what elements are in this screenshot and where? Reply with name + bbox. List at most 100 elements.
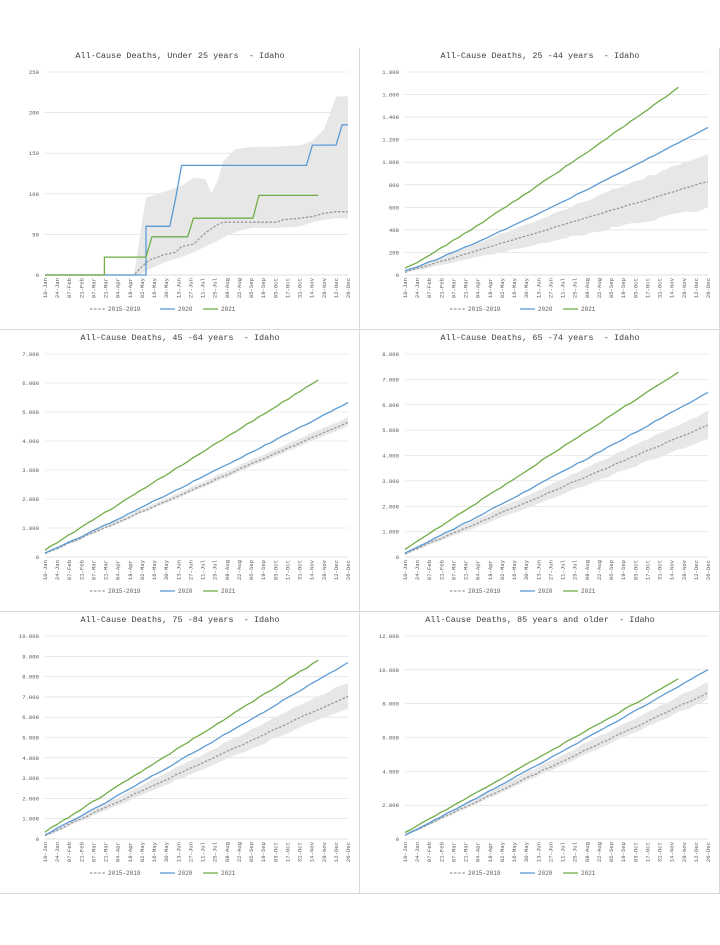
x-tick-label: 13-Jun [175,842,182,862]
series-line-2020 [404,126,709,272]
legend-item-2021: 2021 [563,306,596,313]
x-tick-label: 08-Aug [584,560,591,580]
chart-panel-25-44: 0 200 400 600 800 1.000 1.200 1.400 1.600 1.800 10… [360,48,720,330]
range-band-2015-2019 [45,96,348,276]
series-line-2021 [404,371,679,550]
y-tick-label: 150 [29,150,40,157]
range-band-2015-2019 [405,410,708,555]
y-tick-label: 8.000 [382,701,399,708]
x-tick-label: 05-Sep [608,560,615,580]
x-tick-label: 10-Jan [402,278,409,298]
chart-title: All-Cause Deaths, Under 25 years - Idaho [75,51,285,61]
legend-item-2015-2019: 2015-2019 [450,588,501,595]
x-tick-label: 30-May [163,277,170,298]
x-tick-label: 26-Dec [705,842,712,862]
series-line-2015-2019 [44,421,349,555]
y-tick-label: 6.000 [22,714,39,721]
series-line-2015-2019 [404,691,709,836]
y-tick-label: 4.000 [382,768,399,775]
x-tick-label: 04-Apr [115,278,122,298]
series-line-2020 [404,391,709,554]
chart-title: All-Cause Deaths, 65 -74 years - Idaho [440,333,640,343]
x-tick-label: 25-Jul [212,277,219,298]
legend-item-2015-2019: 2015-2019 [450,870,501,877]
x-tick-label: 03-Oct [272,842,279,862]
x-tick-label: 07-Feb [66,560,73,580]
x-tick-label: 22-Aug [236,842,243,862]
y-tick-label: 1.600 [382,92,399,99]
y-tick-label: 3.000 [382,478,399,485]
x-tick-label: 24-Jan [54,560,61,580]
y-tick-label: 2.000 [22,496,39,503]
x-tick-label: 16-May [151,277,158,298]
legend-item-2021: 2021 [563,870,596,877]
series-line-2020 [404,669,709,836]
x-tick-label: 13-Jun [175,278,182,298]
x-tick-label: 02-May [499,277,506,298]
series-line-2020 [44,401,349,554]
x-tick-label: 16-May [511,277,518,298]
legend-label: 2021 [581,870,596,877]
x-tick-label: 25-Jul [572,277,579,298]
y-tick-label: 6.000 [382,735,399,742]
x-tick-label: 11-Jul [200,841,207,862]
x-tick-label: 04-Apr [115,842,122,862]
x-tick-label: 07-Feb [426,842,433,862]
chart-panel-under-25: 0 50 100 150 200 250 10-Jan 24-Jan 07-Feb 21-Feb 0… [0,48,360,330]
legend-label: 2015-2019 [108,306,141,313]
x-tick-label: 30-May [523,277,530,298]
x-tick-label: 30-May [523,841,530,862]
x-tick-label: 21-Feb [438,560,445,580]
legend-item-2021: 2021 [563,588,596,595]
x-tick-label: 31-Oct [297,560,304,580]
x-tick-label: 28-Nov [321,277,328,298]
x-tick-label: 11-Jul [560,277,567,298]
x-tick-label: 16-May [511,559,518,580]
y-tick-label: 50 [32,231,39,238]
x-tick-label: 30-May [163,841,170,862]
x-tick-label: 21-Feb [78,842,85,862]
x-tick-label: 14-Nov [309,277,316,298]
legend-label: 2021 [221,588,236,595]
x-tick-label: 27-Jun [187,842,194,862]
x-tick-label: 21-Mar [103,560,110,580]
x-tick-label: 22-Aug [596,842,603,862]
legend-label: 2020 [178,306,193,313]
y-tick-label: 800 [389,182,400,189]
y-tick-label: 0 [36,554,40,561]
y-tick-label: 0 [396,272,400,279]
x-tick-label: 26-Dec [705,278,712,298]
x-tick-label: 30-May [163,559,170,580]
x-tick-label: 31-Oct [657,278,664,298]
x-tick-label: 21-Feb [78,560,85,580]
x-tick-label: 28-Nov [681,559,688,580]
x-tick-label: 05-Sep [248,842,255,862]
legend-label: 2021 [581,306,596,313]
x-tick-label: 03-Oct [632,278,639,298]
chart-panel-65-74: 0 1.000 2.000 3.000 4.000 5.000 6.000 7.000 8.00… [360,330,720,612]
x-tick-label: 12-Dec [333,278,340,298]
chart-panel-85-plus: 0 2.000 4.000 6.000 8.000 10.000 12.000 10-Jan 2… [360,612,720,894]
x-tick-label: 07-Mar [450,560,457,580]
range-band-2015-2019 [405,682,708,837]
x-tick-label: 07-Feb [66,842,73,862]
x-tick-label: 12-Dec [333,842,340,862]
y-tick-label: 200 [389,249,400,256]
x-tick-label: 02-May [499,559,506,580]
x-tick-label: 17-Oct [284,278,291,298]
legend-item-2020: 2020 [520,306,553,313]
x-tick-label: 10-Jan [402,842,409,862]
x-tick-label: 18-Apr [487,842,494,862]
chart-45-64: 0 1.000 2.000 3.000 4.000 5.000 6.000 7.000 10-J… [22,351,352,595]
series-line-2021 [404,678,679,834]
legend-label: 2020 [538,870,553,877]
x-tick-label: 25-Jul [212,559,219,580]
y-tick-label: 7.000 [382,376,399,383]
x-tick-label: 07-Feb [66,278,73,298]
x-tick-label: 10-Jan [42,278,49,298]
y-tick-label: 3.000 [22,775,39,782]
x-tick-label: 07-Mar [450,842,457,862]
legend-item-2021: 2021 [203,306,236,313]
x-tick-label: 19-Sep [260,842,267,862]
y-tick-label: 10.000 [379,667,400,674]
